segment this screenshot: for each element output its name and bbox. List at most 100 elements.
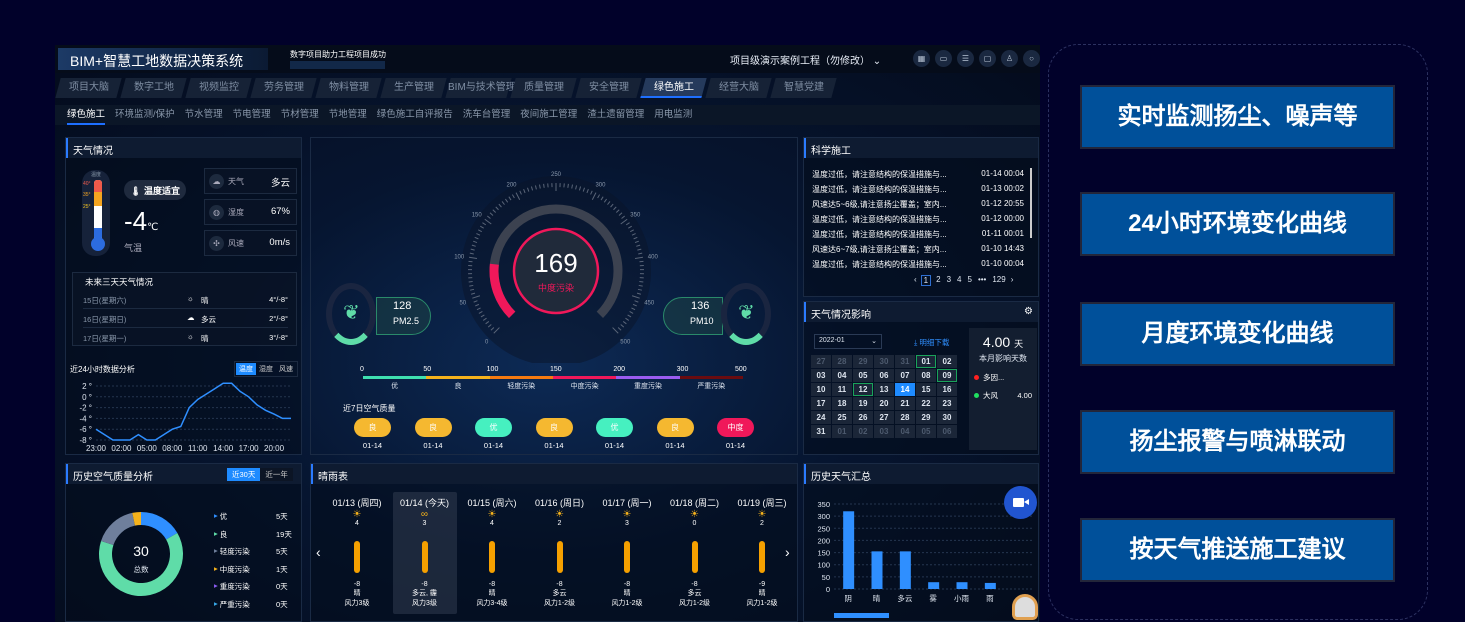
- gear-icon[interactable]: ⚙: [1024, 306, 1033, 317]
- download-link[interactable]: ⤓ 明细下载: [914, 338, 950, 347]
- feature-button[interactable]: 24小时环境变化曲线: [1080, 192, 1395, 256]
- tab-11[interactable]: 智慧党建: [770, 78, 837, 98]
- feature-button[interactable]: 按天气推送施工建议: [1080, 518, 1395, 582]
- calendar-day[interactable]: 31: [811, 425, 831, 438]
- calendar-day[interactable]: 25: [832, 411, 852, 424]
- tab-10[interactable]: 经营大脑: [705, 78, 772, 98]
- calendar-day[interactable]: 06: [874, 369, 894, 382]
- page-button[interactable]: 3: [946, 275, 952, 284]
- tab-5[interactable]: 生产管理: [380, 78, 447, 98]
- calendar-day[interactable]: 02: [937, 355, 957, 368]
- advice-item[interactable]: 温度过低，请注意结构的保温措施与... 01-11 00:01: [812, 229, 1030, 244]
- subnav-item[interactable]: 洗车台管理: [462, 109, 511, 120]
- calendar-day[interactable]: 01: [832, 425, 852, 438]
- tab-1[interactable]: 数字工地: [120, 78, 187, 98]
- calendar-day[interactable]: 31: [895, 355, 915, 368]
- subnav-item[interactable]: 绿色施工: [67, 105, 106, 125]
- subnav-item[interactable]: 节电管理: [232, 109, 271, 120]
- history-tab[interactable]: 近一年: [265, 470, 288, 479]
- month-select[interactable]: 2022-01 ⌄: [814, 334, 882, 349]
- forecast-day-card[interactable]: 01/16 (周日) ☀ 2 -8 多云 风力1-2级: [528, 492, 592, 608]
- page-button[interactable]: 2: [936, 275, 941, 284]
- chart-tab[interactable]: 温度: [236, 363, 256, 375]
- calendar-day[interactable]: 13: [874, 383, 894, 396]
- advice-item[interactable]: 温度过低，请注意结构的保温措施与... 01-12 00:00: [812, 214, 1030, 229]
- chart-tab[interactable]: 风速: [279, 366, 293, 373]
- subnav-item[interactable]: 节地管理: [328, 109, 367, 120]
- calendar-day[interactable]: 29: [916, 411, 936, 424]
- forecast-day-card[interactable]: 01/18 (周二) ☀ 0 -8 多云 风力1-2级: [663, 492, 727, 608]
- calendar-day[interactable]: 17: [811, 397, 831, 410]
- calendar-day[interactable]: 28: [895, 411, 915, 424]
- tab-9[interactable]: 绿色施工: [640, 78, 707, 98]
- subnav-item[interactable]: 环境监测/保护: [115, 109, 175, 120]
- feature-button[interactable]: 扬尘报警与喷淋联动: [1080, 410, 1395, 474]
- page-button[interactable]: 1: [920, 275, 932, 286]
- monitor-icon[interactable]: ▭: [935, 50, 952, 67]
- list-icon[interactable]: ☰: [957, 50, 974, 67]
- calendar-day[interactable]: 06: [937, 425, 957, 438]
- tab-7[interactable]: 质量管理: [510, 78, 577, 98]
- tab-6[interactable]: BIM与技术管理: [445, 78, 516, 98]
- calendar-day[interactable]: 14: [895, 383, 915, 396]
- calendar-day[interactable]: 02: [853, 425, 873, 438]
- calendar-day[interactable]: 22: [916, 397, 936, 410]
- refresh-icon[interactable]: ○: [1023, 50, 1040, 67]
- calendar-day[interactable]: 18: [832, 397, 852, 410]
- calendar-day[interactable]: 04: [832, 369, 852, 382]
- calendar-day[interactable]: 30: [874, 355, 894, 368]
- calendar-day[interactable]: 30: [937, 411, 957, 424]
- page-button[interactable]: 129: [992, 275, 1006, 284]
- project-selector[interactable]: 项目级演示案例工程（勿修改） ⌄: [730, 52, 881, 67]
- calendar-day[interactable]: 03: [874, 425, 894, 438]
- screen-icon[interactable]: ▢: [979, 50, 996, 67]
- calendar-day[interactable]: 28: [832, 355, 852, 368]
- shirt-icon[interactable]: ♙: [1001, 50, 1018, 67]
- advice-item[interactable]: 温度过低，请注意结构的保温措施与... 01-10 00:04: [812, 259, 1030, 274]
- calendar-day[interactable]: 05: [853, 369, 873, 382]
- calendar-day[interactable]: 04: [895, 425, 915, 438]
- tab-0[interactable]: 项目大脑: [55, 78, 122, 98]
- subnav-item[interactable]: 节材管理: [280, 109, 319, 120]
- page-button[interactable]: 5: [967, 275, 972, 284]
- calendar-day[interactable]: 07: [895, 369, 915, 382]
- calendar-day[interactable]: 08: [916, 369, 936, 382]
- chart-zoom-slider[interactable]: [834, 613, 889, 618]
- calendar-day[interactable]: 09: [937, 369, 957, 382]
- next-arrow-icon[interactable]: ›: [785, 544, 790, 560]
- chevron-left-icon[interactable]: ‹: [914, 275, 917, 284]
- subnav-item[interactable]: 节水管理: [184, 109, 223, 120]
- advice-item[interactable]: 风速达5~6级,请注意扬尘覆盖；室内... 01-12 20:55: [812, 199, 1030, 214]
- calendar-day[interactable]: 27: [874, 411, 894, 424]
- calendar-day[interactable]: 15: [916, 383, 936, 396]
- advice-item[interactable]: 温度过低，请注意结构的保温措施与... 01-13 00:02: [812, 184, 1030, 199]
- forecast-day-card[interactable]: 01/13 (周四) ☀ 4 -8 晴风力3级: [325, 492, 389, 608]
- chart-tab[interactable]: 湿度: [259, 366, 273, 373]
- calendar-day[interactable]: 26: [853, 411, 873, 424]
- calendar-day[interactable]: 10: [811, 383, 831, 396]
- calendar-day[interactable]: 20: [874, 397, 894, 410]
- video-camera-button[interactable]: [1004, 486, 1037, 519]
- advice-item[interactable]: 风速达6~7级,请注意扬尘覆盖；室内... 01-10 14:43: [812, 244, 1030, 259]
- forecast-day-card[interactable]: 01/15 (周六) ☀ 4 -8 晴风力3-4级: [460, 492, 524, 608]
- calendar-day[interactable]: 11: [832, 383, 852, 396]
- calendar-day[interactable]: 23: [937, 397, 957, 410]
- feature-button[interactable]: 实时监测扬尘、噪声等: [1080, 85, 1395, 149]
- calendar-day[interactable]: 19: [853, 397, 873, 410]
- page-button[interactable]: •••: [977, 275, 987, 284]
- tab-3[interactable]: 劳务管理: [250, 78, 317, 98]
- calendar-day[interactable]: 21: [895, 397, 915, 410]
- calendar-day[interactable]: 24: [811, 411, 831, 424]
- subnav-item[interactable]: 用电监测: [654, 109, 693, 120]
- forecast-day-card[interactable]: 01/19 (周三) ☀ 2 -9 晴风力1-2级: [730, 492, 794, 608]
- advice-item[interactable]: 温度过低，请注意结构的保温措施与... 01-14 00:04: [812, 169, 1030, 184]
- calendar-day[interactable]: 29: [853, 355, 873, 368]
- history-tab[interactable]: 近30天: [227, 468, 261, 481]
- feature-button[interactable]: 月度环境变化曲线: [1080, 302, 1395, 366]
- forecast-day-card[interactable]: 01/14 (今天) ∞ 3 -8 多云, 霾风力3级: [392, 492, 457, 614]
- subnav-item[interactable]: 渣土遗留管理: [587, 109, 645, 120]
- calendar-day[interactable]: 16: [937, 383, 957, 396]
- subnav-item[interactable]: 夜间施工管理: [520, 109, 578, 120]
- calendar-day[interactable]: 03: [811, 369, 831, 382]
- chevron-right-icon[interactable]: ›: [1010, 275, 1014, 284]
